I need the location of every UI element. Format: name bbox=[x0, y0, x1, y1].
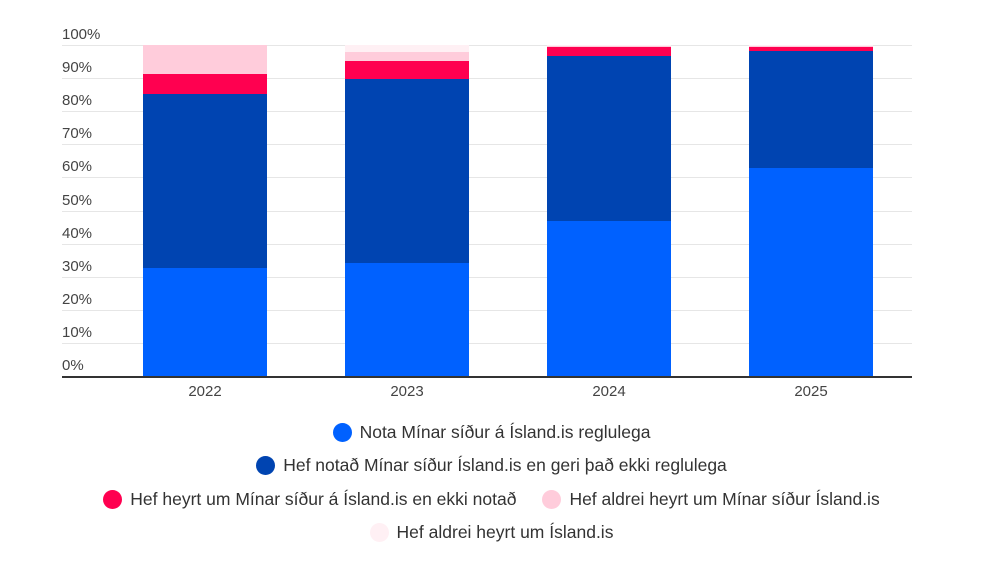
bar-2024[interactable] bbox=[547, 45, 671, 376]
y-tick-label: 100% bbox=[62, 26, 101, 43]
bar-segment[interactable] bbox=[345, 61, 469, 80]
gridline bbox=[62, 45, 912, 46]
y-tick-label: 60% bbox=[62, 158, 93, 175]
legend-label: Hef heyrt um Mínar síður á Ísland.is en … bbox=[130, 489, 517, 509]
y-tick-label: 40% bbox=[62, 225, 93, 242]
legend-dot-icon bbox=[542, 490, 562, 509]
legend-item[interactable]: Hef aldrei heyrt um Mínar síður Ísland.i… bbox=[542, 489, 880, 510]
x-tick-label: 2022 bbox=[188, 383, 222, 400]
legend-dot-icon bbox=[332, 423, 352, 442]
y-tick-label: 90% bbox=[62, 59, 93, 76]
legend-row: Hef heyrt um Mínar síður á Ísland.is en … bbox=[0, 489, 983, 510]
y-tick-label: 30% bbox=[62, 258, 93, 275]
bar-segment[interactable] bbox=[345, 45, 469, 53]
legend-item[interactable]: Hef aldrei heyrt um Ísland.is bbox=[369, 522, 614, 543]
x-tick-label: 2023 bbox=[390, 383, 424, 400]
y-tick-label: 50% bbox=[62, 192, 93, 209]
x-axis-line bbox=[62, 376, 912, 378]
bar-segment[interactable] bbox=[749, 50, 873, 169]
legend-dot-icon bbox=[369, 523, 389, 542]
x-tick-label: 2025 bbox=[794, 383, 828, 400]
gridline bbox=[62, 211, 912, 212]
gridline bbox=[62, 78, 912, 79]
y-tick-label: 70% bbox=[62, 125, 93, 142]
legend-dot-icon bbox=[256, 456, 276, 475]
bar-segment[interactable] bbox=[547, 221, 671, 376]
legend-label: Hef aldrei heyrt um Mínar síður Ísland.i… bbox=[569, 489, 880, 509]
bar-segment[interactable] bbox=[345, 52, 469, 62]
gridline bbox=[62, 111, 912, 112]
bar-segment[interactable] bbox=[143, 94, 267, 269]
y-tick-label: 20% bbox=[62, 291, 93, 308]
legend-label: Hef aldrei heyrt um Ísland.is bbox=[396, 522, 614, 542]
bar-segment[interactable] bbox=[749, 168, 873, 376]
bar-2025[interactable] bbox=[749, 45, 873, 376]
bar-segment[interactable] bbox=[547, 47, 671, 57]
gridline bbox=[62, 244, 912, 245]
gridline bbox=[62, 144, 912, 145]
bar-segment[interactable] bbox=[345, 79, 469, 264]
legend-dot-icon bbox=[103, 490, 123, 509]
bar-segment[interactable] bbox=[547, 45, 671, 48]
bar-segment[interactable] bbox=[749, 46, 873, 51]
gridline bbox=[62, 277, 912, 278]
bar-2023[interactable] bbox=[345, 45, 469, 376]
y-tick-label: 10% bbox=[62, 324, 93, 341]
bar-2022[interactable] bbox=[143, 45, 267, 376]
bar-segment[interactable] bbox=[547, 56, 671, 222]
legend-row: Hef notað Mínar síður Ísland.is en geri … bbox=[0, 455, 983, 476]
legend-label: Nota Mínar síður á Ísland.is reglulega bbox=[359, 422, 651, 442]
bar-segment[interactable] bbox=[345, 263, 469, 376]
bar-segment[interactable] bbox=[143, 74, 267, 94]
y-tick-label: 80% bbox=[62, 92, 93, 109]
x-tick-label: 2024 bbox=[592, 383, 626, 400]
legend-row: Hef aldrei heyrt um Ísland.is bbox=[0, 522, 983, 543]
legend-item[interactable]: Hef notað Mínar síður Ísland.is en geri … bbox=[256, 455, 727, 476]
bar-segment[interactable] bbox=[749, 45, 873, 47]
bar-segment[interactable] bbox=[143, 45, 267, 75]
y-tick-label: 0% bbox=[62, 357, 84, 374]
gridline bbox=[62, 177, 912, 178]
gridline bbox=[62, 343, 912, 344]
bar-segment[interactable] bbox=[143, 268, 267, 376]
legend-item[interactable]: Nota Mínar síður á Ísland.is reglulega bbox=[332, 422, 651, 443]
gridline bbox=[62, 310, 912, 311]
legend-label: Hef notað Mínar síður Ísland.is en geri … bbox=[283, 455, 727, 475]
legend-item[interactable]: Hef heyrt um Mínar síður á Ísland.is en … bbox=[103, 489, 516, 510]
legend-row: Nota Mínar síður á Ísland.is reglulega bbox=[0, 422, 983, 443]
